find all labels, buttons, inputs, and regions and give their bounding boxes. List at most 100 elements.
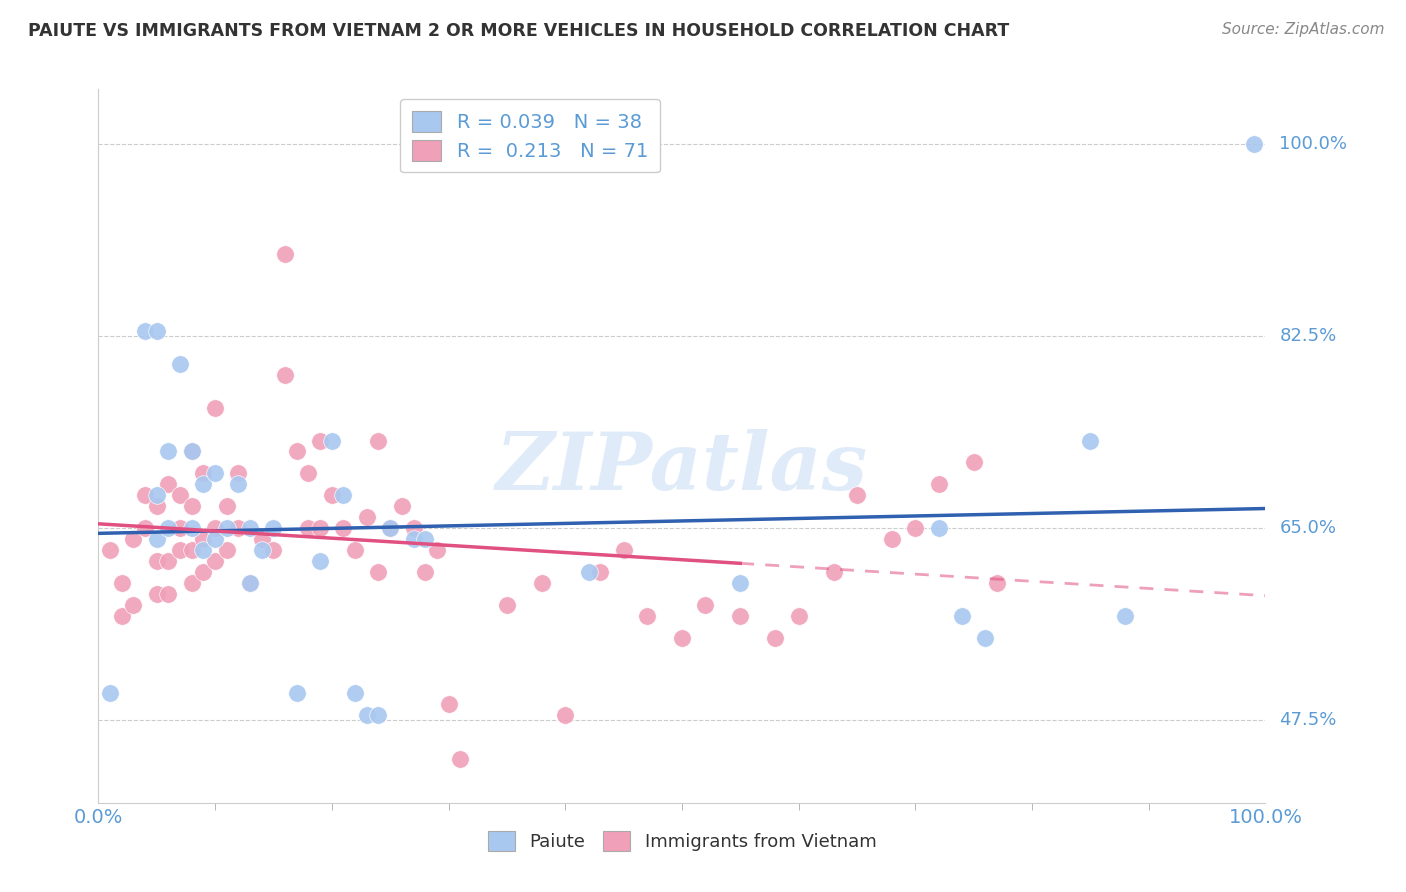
Point xyxy=(437,697,460,711)
Point xyxy=(578,566,600,580)
Point xyxy=(134,521,156,535)
Text: 47.5%: 47.5% xyxy=(1279,712,1337,730)
Point xyxy=(285,444,308,458)
Point xyxy=(146,500,169,514)
Point xyxy=(309,434,332,448)
Point xyxy=(763,631,786,645)
Point xyxy=(215,521,238,535)
Point xyxy=(193,477,215,491)
Point xyxy=(730,576,752,591)
Point xyxy=(204,401,226,415)
Point xyxy=(426,543,449,558)
Point xyxy=(111,609,134,624)
Point xyxy=(180,444,202,458)
Point xyxy=(180,576,202,591)
Point xyxy=(193,467,215,481)
Point xyxy=(239,576,262,591)
Point xyxy=(228,477,250,491)
Point xyxy=(380,521,402,535)
Point xyxy=(204,467,226,481)
Point xyxy=(380,521,402,535)
Point xyxy=(332,521,354,535)
Point xyxy=(169,521,191,535)
Point xyxy=(1080,434,1102,448)
Text: ZIPatlas: ZIPatlas xyxy=(496,429,868,506)
Point xyxy=(228,467,250,481)
Point xyxy=(157,521,180,535)
Point xyxy=(204,521,226,535)
Point xyxy=(146,488,169,502)
Point xyxy=(215,500,238,514)
Point xyxy=(262,543,284,558)
Point xyxy=(262,521,284,535)
Point xyxy=(449,752,471,766)
Point xyxy=(297,467,319,481)
Point xyxy=(928,521,950,535)
Point xyxy=(180,543,202,558)
Point xyxy=(787,609,810,624)
Point xyxy=(274,368,297,382)
Point xyxy=(250,533,273,547)
Point xyxy=(823,566,845,580)
Point xyxy=(180,500,202,514)
Point xyxy=(344,686,367,700)
Point xyxy=(193,533,215,547)
Point xyxy=(204,533,226,547)
Point xyxy=(285,686,308,700)
Point xyxy=(157,554,180,568)
Point xyxy=(530,576,553,591)
Point xyxy=(321,434,343,448)
Point xyxy=(695,598,717,612)
Point xyxy=(297,521,319,535)
Point xyxy=(413,566,436,580)
Point xyxy=(309,521,332,535)
Point xyxy=(146,533,169,547)
Point xyxy=(356,510,378,524)
Point xyxy=(613,543,636,558)
Point xyxy=(1114,609,1136,624)
Point xyxy=(239,576,262,591)
Point xyxy=(413,533,436,547)
Point xyxy=(228,521,250,535)
Point xyxy=(344,543,367,558)
Y-axis label: 2 or more Vehicles in Household: 2 or more Vehicles in Household xyxy=(0,312,8,580)
Text: Source: ZipAtlas.com: Source: ZipAtlas.com xyxy=(1222,22,1385,37)
Point xyxy=(193,566,215,580)
Point xyxy=(204,554,226,568)
Point xyxy=(309,554,332,568)
Point xyxy=(146,324,169,338)
Point xyxy=(98,543,121,558)
Point xyxy=(356,708,378,723)
Point xyxy=(332,488,354,502)
Point xyxy=(274,247,297,261)
Legend: Paiute, Immigrants from Vietnam: Paiute, Immigrants from Vietnam xyxy=(481,823,883,858)
Point xyxy=(239,521,262,535)
Point xyxy=(169,543,191,558)
Point xyxy=(730,609,752,624)
Point xyxy=(157,477,180,491)
Point xyxy=(122,598,145,612)
Point xyxy=(321,488,343,502)
Point xyxy=(98,686,121,700)
Text: 100.0%: 100.0% xyxy=(1279,135,1347,153)
Point xyxy=(367,566,389,580)
Point xyxy=(134,324,156,338)
Point xyxy=(146,554,169,568)
Point xyxy=(671,631,693,645)
Point xyxy=(904,521,927,535)
Point xyxy=(180,521,202,535)
Point xyxy=(589,566,612,580)
Point xyxy=(928,477,950,491)
Point xyxy=(402,521,425,535)
Point xyxy=(1243,137,1265,152)
Text: 82.5%: 82.5% xyxy=(1279,327,1337,345)
Point xyxy=(950,609,973,624)
Point xyxy=(986,576,1008,591)
Text: PAIUTE VS IMMIGRANTS FROM VIETNAM 2 OR MORE VEHICLES IN HOUSEHOLD CORRELATION CH: PAIUTE VS IMMIGRANTS FROM VIETNAM 2 OR M… xyxy=(28,22,1010,40)
Point xyxy=(169,357,191,371)
Point xyxy=(134,488,156,502)
Point xyxy=(554,708,576,723)
Point xyxy=(180,444,202,458)
Point xyxy=(146,587,169,601)
Point xyxy=(122,533,145,547)
